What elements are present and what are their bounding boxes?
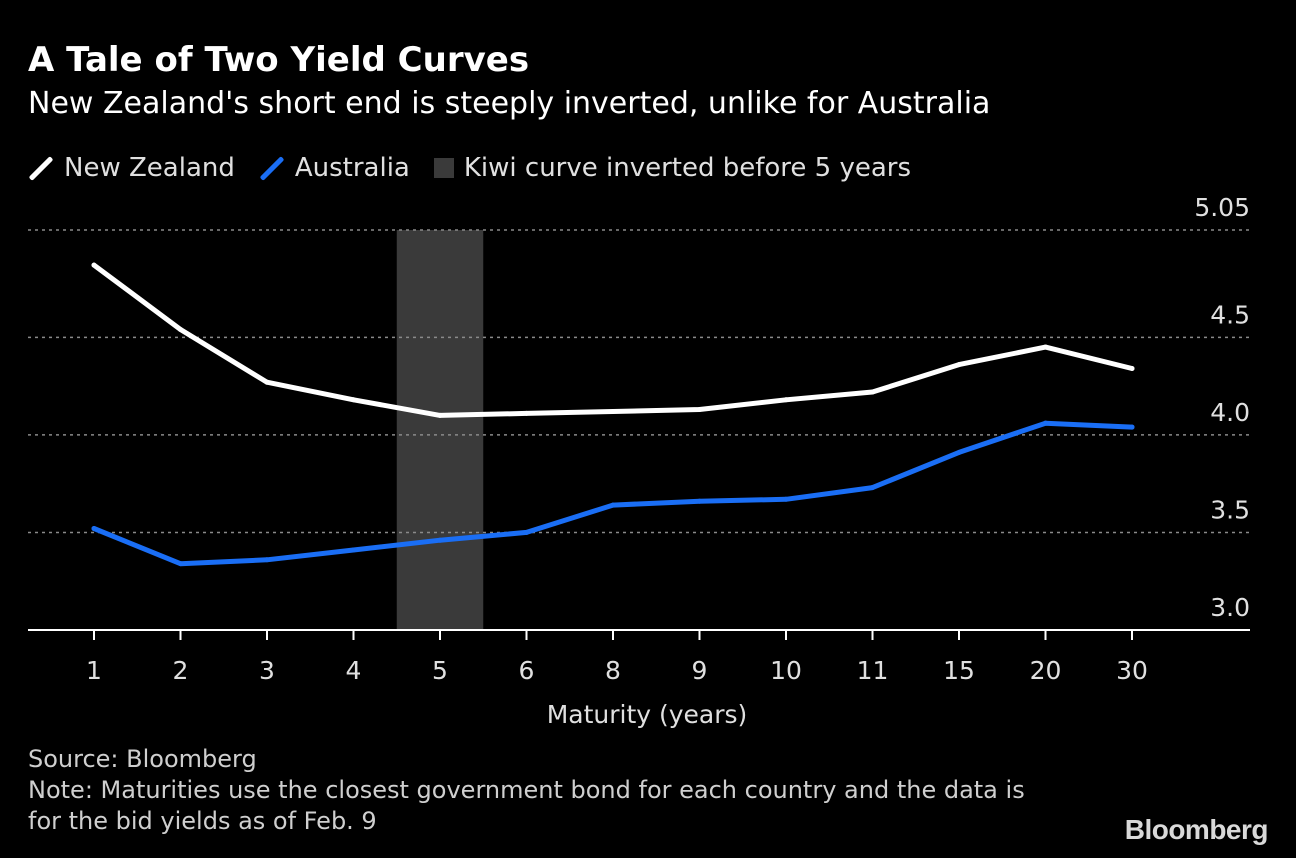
legend: New Zealand Australia Kiwi curve inverte… xyxy=(28,150,911,186)
axis-layer: 3.0 3.5 4.0 4.5 5.05 1 2 3 4 5 6 8 9 10 11 15 20 30 Maturi… xyxy=(28,193,1250,729)
data-point-new-zealand-10 xyxy=(783,397,789,403)
y-tick-label-3.0: 3.0 xyxy=(1210,593,1250,622)
data-point-new-zealand-11 xyxy=(870,389,875,395)
y-tick-label-5.05: 5.05 xyxy=(1194,193,1250,222)
data-point-australia-11 xyxy=(870,485,875,491)
data-point-new-zealand-30 xyxy=(1129,366,1135,372)
data-point-new-zealand-8 xyxy=(610,408,616,414)
data-point-new-zealand-3 xyxy=(264,379,270,385)
x-tick-label-15: 15 xyxy=(943,656,975,685)
legend-label-australia: Australia xyxy=(294,153,410,183)
series-line-new-zealand xyxy=(91,262,1135,418)
legend-swatch-new-zealand xyxy=(28,155,54,181)
legend-item-australia: Australia xyxy=(259,153,410,183)
chart-title: A Tale of Two Yield Curves xyxy=(28,40,530,80)
legend-item-inverted-band: Kiwi curve inverted before 5 years xyxy=(433,153,912,183)
x-tick-label-3: 3 xyxy=(259,656,275,685)
x-tick-label-11: 11 xyxy=(857,656,889,685)
chart-subtitle: New Zealand's short end is steeply inver… xyxy=(28,86,991,121)
series-line-australia xyxy=(91,420,1135,567)
inverted-band xyxy=(396,230,484,630)
x-tick-label-10: 10 xyxy=(770,656,802,685)
legend-item-new-zealand: New Zealand xyxy=(28,153,235,183)
data-point-australia-3 xyxy=(264,557,270,563)
data-point-australia-5 xyxy=(437,537,443,543)
data-point-australia-1 xyxy=(91,526,97,532)
data-point-new-zealand-4 xyxy=(351,397,356,403)
data-point-new-zealand-1 xyxy=(91,262,97,268)
data-point-australia-15 xyxy=(956,449,962,455)
data-point-australia-6 xyxy=(524,529,529,535)
source-note: Source: Bloomberg xyxy=(28,745,257,773)
x-tick-label-1: 1 xyxy=(86,656,102,685)
data-point-australia-4 xyxy=(351,547,356,553)
data-point-new-zealand-9 xyxy=(697,407,702,413)
bloomberg-logo: Bloomberg xyxy=(1124,814,1269,845)
data-point-new-zealand-2 xyxy=(178,327,183,333)
x-axis-title: Maturity (years) xyxy=(547,700,748,729)
legend-label-inverted-band: Kiwi curve inverted before 5 years xyxy=(463,153,912,183)
footer: Source: Bloomberg Note: Maturities use t… xyxy=(28,744,1025,837)
x-tick-label-2: 2 xyxy=(173,656,189,685)
data-point-australia-9 xyxy=(697,498,702,504)
y-tick-label-4.5: 4.5 xyxy=(1210,300,1250,329)
yield-curve-chart: 3.0 3.5 4.0 4.5 5.05 1 2 3 4 5 6 8 9 10 11 15 20 30 Maturi… xyxy=(28,193,1250,729)
x-tick-label-30: 30 xyxy=(1116,656,1148,685)
methodology-note-line-1: Note: Maturities use the closest governm… xyxy=(28,776,1025,804)
data-point-australia-2 xyxy=(178,561,183,567)
legend-swatch-inverted-band xyxy=(433,158,454,178)
data-point-new-zealand-5 xyxy=(437,412,443,418)
data-point-australia-30 xyxy=(1129,424,1135,430)
data-point-new-zealand-15 xyxy=(956,362,962,368)
gridline-layer xyxy=(28,229,1250,534)
y-tick-label-4.0: 4.0 xyxy=(1210,398,1250,427)
x-tick-label-5: 5 xyxy=(432,656,448,685)
x-tick-label-9: 9 xyxy=(692,656,708,685)
legend-label-new-zealand: New Zealand xyxy=(64,153,235,183)
x-tick-label-6: 6 xyxy=(519,656,535,685)
y-tick-label-3.5: 3.5 xyxy=(1210,495,1250,524)
data-point-new-zealand-6 xyxy=(524,410,529,416)
series-layer xyxy=(91,262,1135,567)
x-tick-label-4: 4 xyxy=(346,656,362,685)
legend-swatch-australia xyxy=(259,155,285,181)
methodology-note-line-2: for the bid yields as of Feb. 9 xyxy=(28,807,377,835)
x-tick-label-20: 20 xyxy=(1030,656,1062,685)
data-point-australia-20 xyxy=(1043,420,1048,426)
data-point-new-zealand-20 xyxy=(1043,344,1048,350)
data-point-australia-10 xyxy=(783,496,789,502)
x-tick-label-8: 8 xyxy=(605,656,621,685)
shaded-band-layer xyxy=(396,230,484,630)
data-point-australia-8 xyxy=(610,502,616,508)
